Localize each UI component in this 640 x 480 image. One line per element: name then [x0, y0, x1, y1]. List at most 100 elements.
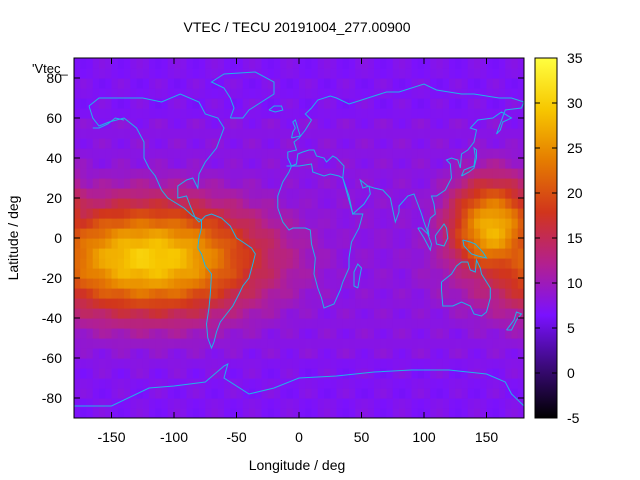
heatmap-cell: [111, 238, 119, 249]
heatmap-cell: [211, 278, 219, 289]
heatmap-cell: [411, 278, 419, 289]
heatmap-cell: [449, 168, 456, 179]
heatmap-cell: [167, 398, 175, 409]
heatmap-cell: [449, 88, 456, 99]
heatmap-cell: [130, 358, 138, 369]
heatmap-cell: [161, 78, 169, 89]
heatmap-cell: [455, 258, 463, 269]
heatmap-cell: [142, 218, 150, 229]
heatmap-cell: [292, 208, 300, 219]
heatmap-cell: [224, 338, 231, 349]
heatmap-cell: [92, 258, 100, 269]
heatmap-cell: [117, 328, 125, 339]
heatmap-cell: [505, 128, 513, 139]
heatmap-cell: [99, 318, 106, 329]
heatmap-cell: [324, 78, 331, 89]
heatmap-cell: [111, 138, 119, 149]
heatmap-cell: [180, 238, 188, 249]
heatmap-cell: [105, 278, 113, 289]
heatmap-cell: [430, 348, 438, 359]
heatmap-cell: [299, 118, 306, 129]
heatmap-cell: [505, 338, 513, 349]
heatmap-cell: [380, 178, 388, 189]
heatmap-cell: [461, 318, 469, 329]
heatmap-cell: [480, 218, 488, 229]
heatmap-cell: [336, 248, 344, 259]
heatmap-cell: [205, 168, 213, 179]
heatmap-cell: [486, 338, 494, 349]
heatmap-cell: [292, 298, 300, 309]
heatmap-cell: [367, 248, 375, 259]
heatmap-cell: [474, 268, 481, 279]
heatmap-cell: [205, 188, 213, 199]
heatmap-cell: [274, 368, 281, 379]
heatmap-cell: [424, 248, 431, 259]
heatmap-cell: [480, 228, 488, 239]
heatmap-cell: [305, 348, 313, 359]
heatmap-cell: [155, 118, 163, 129]
heatmap-cell: [317, 408, 325, 418]
heatmap-cell: [292, 268, 300, 279]
heatmap-cell: [224, 318, 231, 329]
heatmap-cell: [80, 128, 88, 139]
heatmap-cell: [355, 238, 363, 249]
heatmap-cell: [505, 58, 513, 69]
heatmap-cell: [417, 188, 425, 199]
heatmap-cell: [92, 348, 100, 359]
heatmap-cell: [274, 258, 281, 269]
heatmap-cell: [92, 138, 100, 149]
heatmap-cell: [299, 318, 306, 329]
heatmap-cell: [105, 348, 113, 359]
heatmap-cell: [305, 278, 313, 289]
heatmap-cell: [499, 128, 506, 139]
heatmap-cell: [261, 158, 269, 169]
heatmap-cell: [455, 68, 463, 79]
heatmap-cell: [324, 168, 331, 179]
heatmap-cell: [192, 198, 200, 209]
heatmap-cell: [111, 158, 119, 169]
heatmap-cell: [274, 88, 281, 99]
heatmap-cell: [192, 308, 200, 319]
y-tick-label: -40: [42, 310, 62, 326]
heatmap-cell: [317, 178, 325, 189]
heatmap-cell: [511, 178, 519, 189]
heatmap-cell: [130, 228, 138, 239]
heatmap-cell: [374, 218, 381, 229]
heatmap-cell: [430, 68, 438, 79]
heatmap-cell: [455, 368, 463, 379]
heatmap-cell: [180, 68, 188, 79]
heatmap-cell: [305, 108, 313, 119]
heatmap-cell: [411, 188, 419, 199]
heatmap-cell: [236, 168, 244, 179]
heatmap-cell: [467, 98, 475, 109]
heatmap-cell: [155, 218, 163, 229]
heatmap-cell: [461, 278, 469, 289]
heatmap-cell: [274, 298, 281, 309]
heatmap-cell: [417, 218, 425, 229]
heatmap-cell: [274, 228, 281, 239]
heatmap-cell: [211, 318, 219, 329]
heatmap-cell: [205, 248, 213, 259]
heatmap-cell: [242, 178, 250, 189]
heatmap-cell: [299, 288, 306, 299]
heatmap-cell: [224, 128, 231, 139]
heatmap-cell: [480, 378, 488, 389]
heatmap-cell: [92, 248, 100, 259]
heatmap-cell: [455, 288, 463, 299]
heatmap-cell: [267, 378, 275, 389]
heatmap-cell: [324, 358, 331, 369]
heatmap-cell: [311, 398, 319, 409]
heatmap-cell: [505, 78, 513, 89]
heatmap-cell: [436, 338, 444, 349]
heatmap-cell: [224, 268, 231, 279]
heatmap-cell: [511, 68, 519, 79]
heatmap-cell: [299, 138, 306, 149]
heatmap-cell: [461, 348, 469, 359]
heatmap-cell: [292, 108, 300, 119]
heatmap-cell: [255, 228, 263, 239]
heatmap-cell: [311, 408, 319, 418]
heatmap-cell: [349, 338, 356, 349]
heatmap-cell: [424, 98, 431, 109]
heatmap-cell: [86, 248, 94, 259]
heatmap-cell: [342, 288, 350, 299]
